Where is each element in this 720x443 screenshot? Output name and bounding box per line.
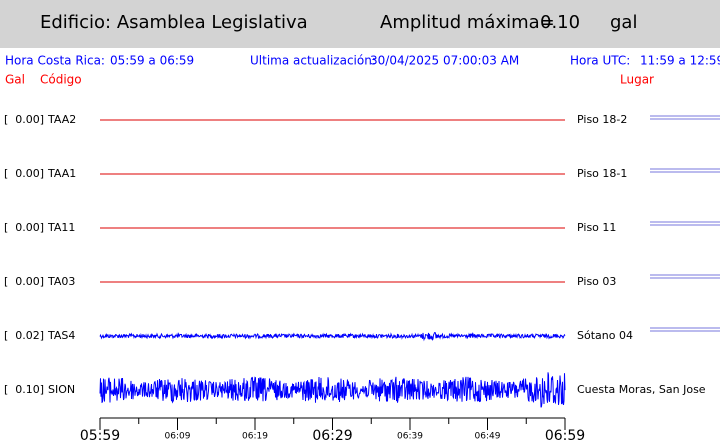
minor-time: 06:49 [475, 432, 501, 442]
station-amplitude: [ 0.00] [4, 167, 44, 180]
station-place: Piso 18-1 [577, 167, 627, 180]
waveform [99, 372, 566, 408]
col-code: Código [40, 73, 82, 87]
unit: gal [610, 12, 637, 33]
station-code: TAA2 [47, 113, 76, 126]
local-range: 05:59 a 06:59 [110, 54, 194, 68]
station-code: TAA1 [47, 167, 76, 180]
station-amplitude: [ 0.10] [4, 383, 44, 396]
major-time: 06:59 [545, 428, 585, 443]
update-time: 30/04/2025 07:00:03 AM [370, 54, 519, 68]
station-place: Sótano 04 [577, 329, 633, 342]
waveform [99, 332, 566, 342]
station-code: TAS4 [47, 329, 75, 342]
local-label: Hora Costa Rica: [5, 54, 105, 68]
time-axis: 05:59 06:29 06:59 06:09 06:19 06:39 06:49 [80, 417, 585, 443]
col-place: Lugar [620, 73, 654, 87]
station-code: TA03 [47, 275, 75, 288]
update-label: Ultima actualización: [250, 54, 376, 68]
station-code: TA11 [47, 221, 75, 234]
minor-time: 06:19 [242, 432, 268, 442]
station-amplitude: [ 0.00] [4, 275, 44, 288]
major-time: 05:59 [80, 428, 120, 443]
amplitude: 0.10 [540, 12, 580, 33]
station-amplitude: [ 0.00] [4, 221, 44, 234]
station-place: Piso 11 [577, 221, 616, 234]
utc-label: Hora UTC: [570, 54, 630, 68]
station-amplitude: [ 0.00] [4, 113, 44, 126]
stations: [ 0.00] TAA2 Piso 18-2[ 0.00] TAA1 Piso 18-1… [4, 113, 720, 408]
utc-range: 11:59 a 12:59 [640, 54, 720, 68]
station-code: SION [48, 383, 75, 396]
col-gal: Gal [5, 73, 25, 87]
title: Edificio: Asamblea Legislativa [40, 12, 308, 33]
minor-time: 06:09 [165, 432, 191, 442]
amplitude-label: Amplitud máxima= [380, 12, 555, 33]
header-bar [0, 0, 720, 48]
minor-time: 06:39 [397, 432, 423, 442]
station-place: Cuesta Moras, San Jose [577, 383, 706, 396]
major-time: 06:29 [312, 428, 352, 443]
station-place: Piso 18-2 [577, 113, 627, 126]
station-amplitude: [ 0.02] [4, 329, 44, 342]
station-place: Piso 03 [577, 275, 616, 288]
